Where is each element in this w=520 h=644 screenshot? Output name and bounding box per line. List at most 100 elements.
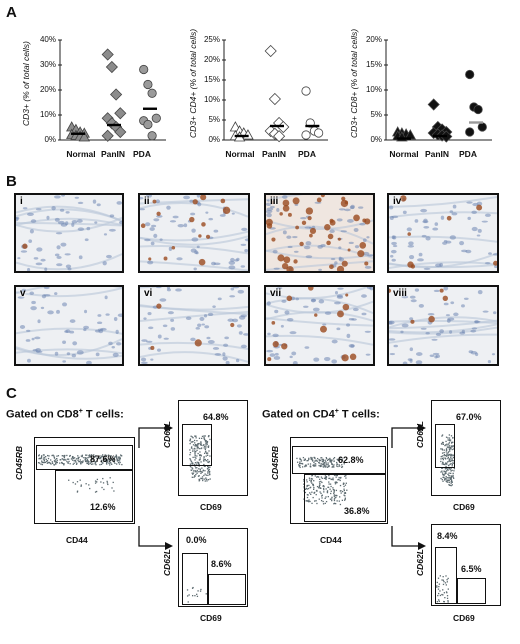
event-dot [446,461,449,463]
event-dot [299,461,301,463]
event-dot [196,445,198,447]
event-dot [333,503,335,505]
nucleus [390,249,397,254]
nucleus [29,291,35,296]
data-point-diamond [264,44,277,58]
event-dot [203,438,205,440]
nucleus [54,217,60,222]
event-dot [453,470,455,472]
nucleus [435,354,440,358]
cd4-upper-pct: 62.8% [338,455,364,465]
event-dot [96,481,98,483]
event-dot [207,445,210,447]
nucleus [117,313,122,318]
nucleus [266,202,272,206]
event-dot [316,457,319,460]
stained-cell [150,345,155,350]
event-dot [440,455,442,458]
micrograph-i: i [14,193,124,273]
event-dot [447,451,450,453]
event-dot [115,456,117,458]
event-dot [333,494,335,496]
event-dot [442,480,444,482]
event-dot [204,445,206,447]
stained-cell [148,257,152,261]
event-dot [441,448,443,450]
event-dot [437,594,439,597]
nucleus [471,210,477,215]
nucleus [169,220,177,223]
event-dot [323,462,325,465]
stained-cell [198,234,202,238]
event-dot [109,462,111,464]
event-dot [204,465,206,468]
event-dot [447,577,449,580]
event-dot [38,462,41,464]
event-dot [43,461,45,464]
event-dot [452,474,454,477]
nucleus [17,257,21,260]
nucleus [27,358,31,363]
event-dot [443,457,445,459]
nucleus [244,238,248,242]
nucleus [27,267,31,271]
event-dot [445,591,448,593]
tissue-texture [266,287,373,364]
nucleus [20,250,28,253]
event-dot [107,454,110,456]
nucleus [176,257,183,261]
event-dot [299,457,301,460]
event-dot [445,475,447,478]
stained-cell [329,264,334,270]
event-dot [102,482,105,484]
stained-cell [336,265,345,271]
event-dot [110,459,112,461]
event-dot [102,454,104,456]
tissue-fiber [140,244,248,255]
event-dot [203,444,205,446]
event-dot [333,499,336,502]
nucleus [408,241,414,246]
event-dot [108,459,111,461]
event-dot [326,491,329,494]
tissue-fiber [140,351,248,363]
nucleus [267,332,271,336]
event-dot [91,458,93,461]
event-dot [339,479,341,482]
nucleus [418,252,423,257]
stained-cell [266,223,273,229]
event-dot [203,447,205,449]
event-dot [442,458,444,461]
event-dot [323,486,325,488]
chart3-ylabel: CD3+ CD8+ (% of total cells) [349,28,359,138]
nucleus [389,352,396,356]
chart3-ytick-4: 20% [365,35,382,44]
data-point-circle [465,127,475,137]
nucleus [61,302,68,307]
event-dot [105,460,107,462]
nucleus [166,287,171,290]
event-dot [311,482,313,484]
event-dot [204,439,206,442]
event-dot [314,460,316,462]
event-dot [335,482,337,484]
event-dot [101,486,103,489]
event-dot [207,479,210,481]
event-dot [194,465,196,467]
event-dot [328,477,330,480]
stained-cell [324,223,331,231]
data-point-diamond [105,60,118,74]
event-dot [112,460,114,462]
nucleus [34,336,41,340]
event-dot [194,447,196,450]
nucleus [289,355,293,359]
nucleus [409,295,416,299]
event-dot [191,476,193,478]
event-dot [204,480,206,482]
event-dot [313,480,315,482]
event-dot [331,498,333,500]
event-dot [322,487,325,490]
event-dot [55,461,58,463]
event-dot [338,478,340,481]
nucleus [240,243,247,246]
